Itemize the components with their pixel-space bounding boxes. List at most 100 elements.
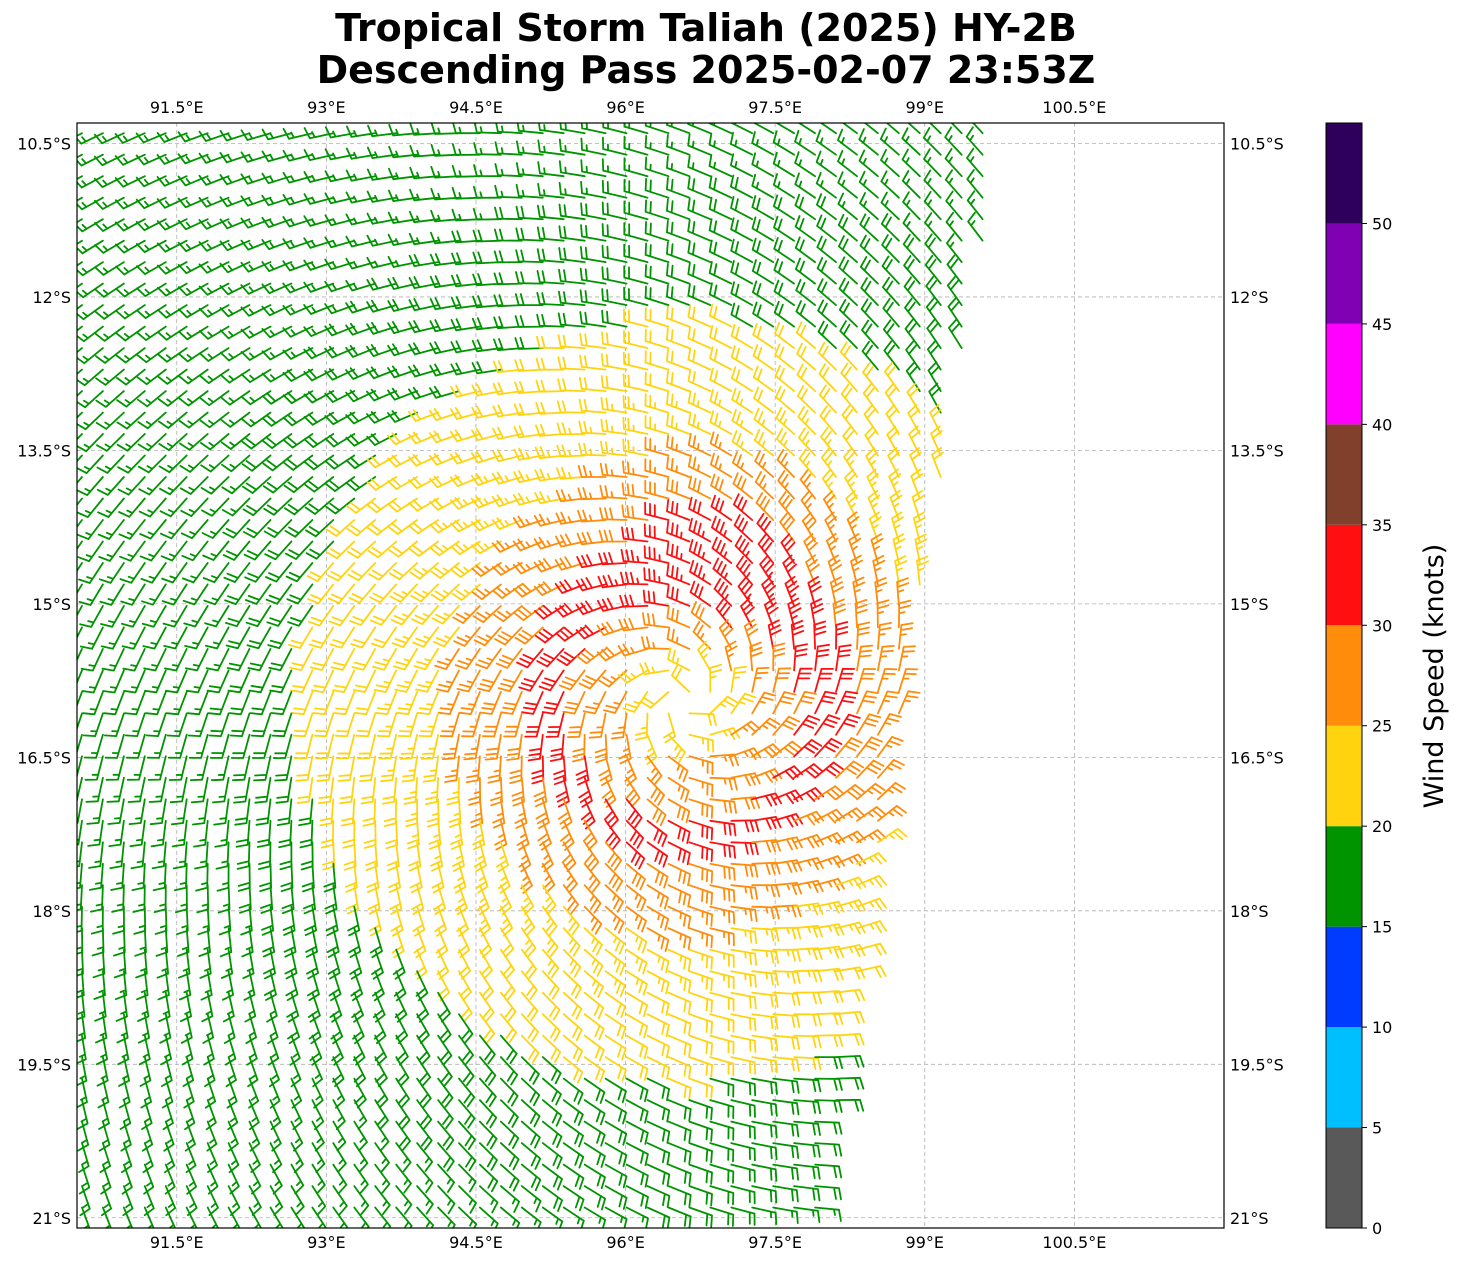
colorbar-tick-label: 40 — [1372, 415, 1392, 434]
wind-barb — [687, 154, 712, 178]
wind-barb — [274, 755, 293, 782]
wind-barb — [120, 583, 146, 606]
wind-barb — [263, 948, 276, 980]
wind-barb — [516, 648, 544, 669]
wind-barb — [347, 905, 361, 937]
wind-barb — [944, 169, 963, 199]
colorbar-frame — [1325, 122, 1363, 1229]
wind-barb — [562, 1206, 585, 1228]
wind-barb — [688, 905, 713, 927]
wind-barb — [814, 761, 844, 779]
wind-barb — [117, 1034, 130, 1066]
wind-barb — [838, 277, 858, 306]
wind-barb — [793, 690, 817, 715]
wind-barb — [644, 479, 670, 500]
wind-barb — [667, 776, 690, 803]
wind-barb — [254, 776, 272, 804]
wind-barb — [688, 1142, 713, 1164]
wind-barb — [856, 621, 871, 650]
wind-barb — [667, 1056, 692, 1079]
wind-barb — [136, 325, 167, 341]
wind-barb — [816, 257, 837, 285]
wind-barb — [138, 497, 167, 518]
wind-barb — [578, 376, 607, 392]
wind-barb — [492, 583, 523, 599]
wind-barb — [77, 476, 104, 496]
wind-barb — [168, 755, 188, 781]
wind-barb — [794, 151, 816, 178]
wind-barb — [198, 174, 230, 186]
wind-barb — [395, 1077, 410, 1109]
wind-barb — [130, 841, 146, 870]
wind-barb — [883, 340, 900, 371]
wind-barb — [210, 755, 230, 782]
lat-tick-label-left: 10.5°S — [17, 134, 71, 153]
wind-barb — [730, 927, 758, 944]
wind-barb — [877, 645, 895, 672]
wind-barb — [599, 507, 628, 521]
wind-barb — [751, 991, 779, 1008]
wind-barb — [838, 256, 858, 285]
wind-barb — [164, 1142, 176, 1174]
wind-barb — [494, 184, 523, 199]
wind-barb — [263, 497, 293, 516]
wind-barb — [709, 905, 736, 925]
wind-barb — [221, 497, 251, 517]
lat-tick-label-right: 10.5°S — [1230, 134, 1284, 153]
wind-barb — [898, 690, 921, 715]
wind-barb — [324, 345, 356, 359]
wind-barb — [388, 562, 418, 581]
wind-barb — [240, 282, 272, 295]
wind-barb — [395, 1206, 413, 1228]
wind-barb — [332, 1120, 347, 1152]
wind-barb — [583, 991, 605, 1020]
wind-barb — [170, 798, 188, 826]
wind-barb — [223, 562, 251, 583]
wind-barb — [541, 1163, 563, 1191]
wind-barb — [944, 148, 963, 178]
wind-barb — [500, 691, 523, 715]
wind-barb — [535, 357, 565, 371]
wind-barb — [801, 511, 817, 543]
lon-tick-label-bottom: 94.5°E — [449, 1233, 503, 1252]
wind-barb — [840, 383, 858, 414]
wind-barb — [620, 549, 649, 564]
wind-barb — [350, 970, 364, 1002]
wind-barb — [451, 583, 481, 601]
wind-barb — [242, 497, 272, 517]
wind-barb — [408, 431, 439, 445]
wind-barb — [576, 554, 607, 569]
wind-barb — [688, 841, 714, 863]
wind-barb — [578, 442, 607, 457]
wind-barb — [625, 1206, 649, 1228]
wind-barb — [625, 991, 648, 1017]
wind-barb — [583, 970, 604, 998]
wind-barb — [77, 454, 83, 463]
wind-barb — [535, 626, 565, 644]
wind-barb — [776, 449, 795, 478]
wind-barb — [77, 476, 83, 485]
wind-barb — [556, 422, 586, 436]
wind-barb — [261, 128, 293, 141]
wind-barb — [94, 261, 125, 276]
wind-barb — [316, 755, 335, 782]
wind-barb — [180, 497, 209, 517]
wind-barb — [78, 562, 104, 584]
wind-barb — [322, 841, 336, 871]
wind-barb — [177, 131, 209, 143]
wind-barb — [924, 254, 942, 285]
wind-barb — [437, 991, 451, 1023]
wind-barb — [860, 298, 879, 328]
wind-barb — [219, 325, 251, 340]
wind-barb — [910, 468, 924, 500]
wind-barb — [408, 476, 439, 490]
wind-barb — [93, 153, 125, 167]
wind-barb — [115, 282, 146, 298]
wind-barb — [479, 1163, 499, 1193]
wind-barb — [261, 239, 293, 250]
wind-barb — [814, 1077, 843, 1091]
lat-tick-label-right: 16.5°S — [1230, 748, 1284, 767]
wind-barb — [558, 138, 586, 156]
wind-barb — [392, 948, 406, 980]
wind-barb — [366, 299, 398, 313]
